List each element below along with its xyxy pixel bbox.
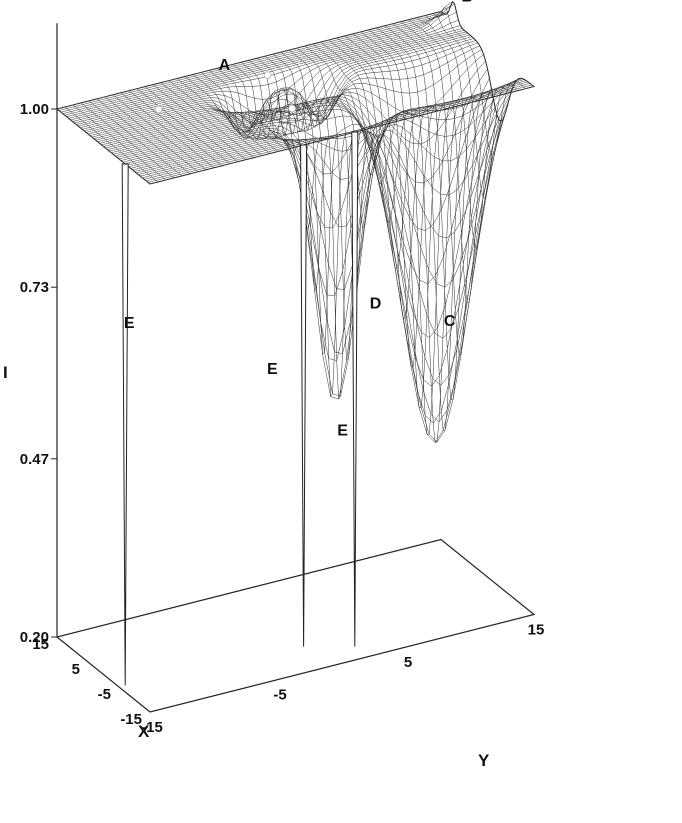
- y-tick-label: -5: [273, 687, 286, 704]
- z-tick-label: 0.73: [20, 279, 49, 296]
- mesh-line-y: [176, 78, 271, 154]
- surface-marker: [154, 105, 163, 114]
- mesh-line-y: [312, 43, 407, 155]
- x-tick-label: -5: [98, 686, 111, 703]
- mesh-line-y: [144, 86, 239, 162]
- mesh-line-y: [200, 72, 295, 148]
- mesh-line-y: [352, 33, 447, 368]
- axis-labels: X Y I: [3, 363, 490, 770]
- mesh-line-y: [384, 25, 479, 431]
- mesh-line-y: [272, 53, 367, 361]
- z-tick-label: 0.20: [20, 629, 49, 646]
- y-tick-label: 5: [404, 654, 412, 671]
- mesh-line-y: [280, 51, 375, 297]
- mesh-line-y: [400, 21, 495, 356]
- mesh-line-y: [192, 74, 287, 150]
- mesh-line-y: [304, 45, 399, 143]
- mesh-line-y: [320, 41, 415, 185]
- z-tick-label: 0.47: [20, 451, 49, 468]
- mesh-line-y: [96, 98, 191, 175]
- annotation-label: E: [337, 423, 348, 440]
- y-tick-label: -15: [141, 719, 163, 736]
- mesh-line-y: [408, 19, 503, 303]
- mesh-line-y: [136, 88, 231, 164]
- mesh-line-y: [416, 17, 511, 249]
- annotation-label: E: [267, 361, 278, 378]
- mesh-line-y: [112, 94, 207, 170]
- mesh-line-y: [88, 100, 183, 177]
- annotation-label: E: [124, 315, 135, 332]
- mesh-line-y: [208, 70, 303, 146]
- mesh-line-y: [360, 31, 455, 409]
- annotation-label: B: [461, 0, 473, 6]
- mesh-line-y: [424, 15, 519, 199]
- mesh-line-y: [344, 35, 439, 319]
- mesh-line-y: [232, 64, 327, 229]
- mesh-line-y: [256, 58, 351, 398]
- x-tick-label: -15: [120, 711, 142, 728]
- y-axis-label: Y: [478, 751, 490, 770]
- plot-floor: [55, 538, 536, 713]
- mesh-line-y: [72, 104, 167, 181]
- surface-marker: [288, 104, 296, 113]
- mesh-line-y: [392, 23, 487, 400]
- x-tick-label: 15: [32, 636, 49, 653]
- surface-mesh: [55, 0, 536, 686]
- mesh-line-y: [432, 6, 527, 156]
- z-tick-label: 1.00: [20, 101, 49, 118]
- mesh-line-y: [80, 102, 175, 179]
- annotation-label: D: [370, 296, 382, 313]
- y-tick-label: 15: [528, 622, 545, 639]
- floor-outline: [55, 538, 536, 713]
- spike-mark: [300, 144, 308, 647]
- mesh-line-y: [328, 39, 423, 223]
- mesh-line-y: [160, 82, 255, 158]
- annotations: A B C D E E E: [124, 0, 473, 440]
- mesh-line-y: [168, 80, 263, 156]
- annotation-label: C: [444, 313, 456, 330]
- x-tick-label: 5: [72, 661, 80, 678]
- z-axis-label: I: [3, 363, 8, 382]
- mesh-line-y: [128, 90, 223, 166]
- surface-marker: [263, 71, 272, 80]
- spike-mark: [351, 131, 359, 647]
- mesh-line-y: [216, 68, 311, 155]
- mesh-line-y: [64, 106, 159, 183]
- mesh-line-y: [296, 47, 391, 176]
- mesh-line-y: [104, 96, 199, 173]
- annotation-label: A: [219, 57, 231, 74]
- mesh-line-y: [440, 1, 535, 122]
- mesh-line-y: [368, 29, 463, 435]
- mesh-line-y: [336, 37, 431, 269]
- mesh-line-y: [152, 84, 247, 160]
- mesh-line-y: [120, 92, 215, 168]
- mesh-line-y: [288, 49, 383, 229]
- x-axis-label: X: [138, 722, 150, 741]
- mesh-line-y: [56, 108, 151, 185]
- mesh-line-y: [184, 76, 279, 152]
- spike-mark: [121, 163, 129, 686]
- mesh-line-y: [264, 55, 359, 400]
